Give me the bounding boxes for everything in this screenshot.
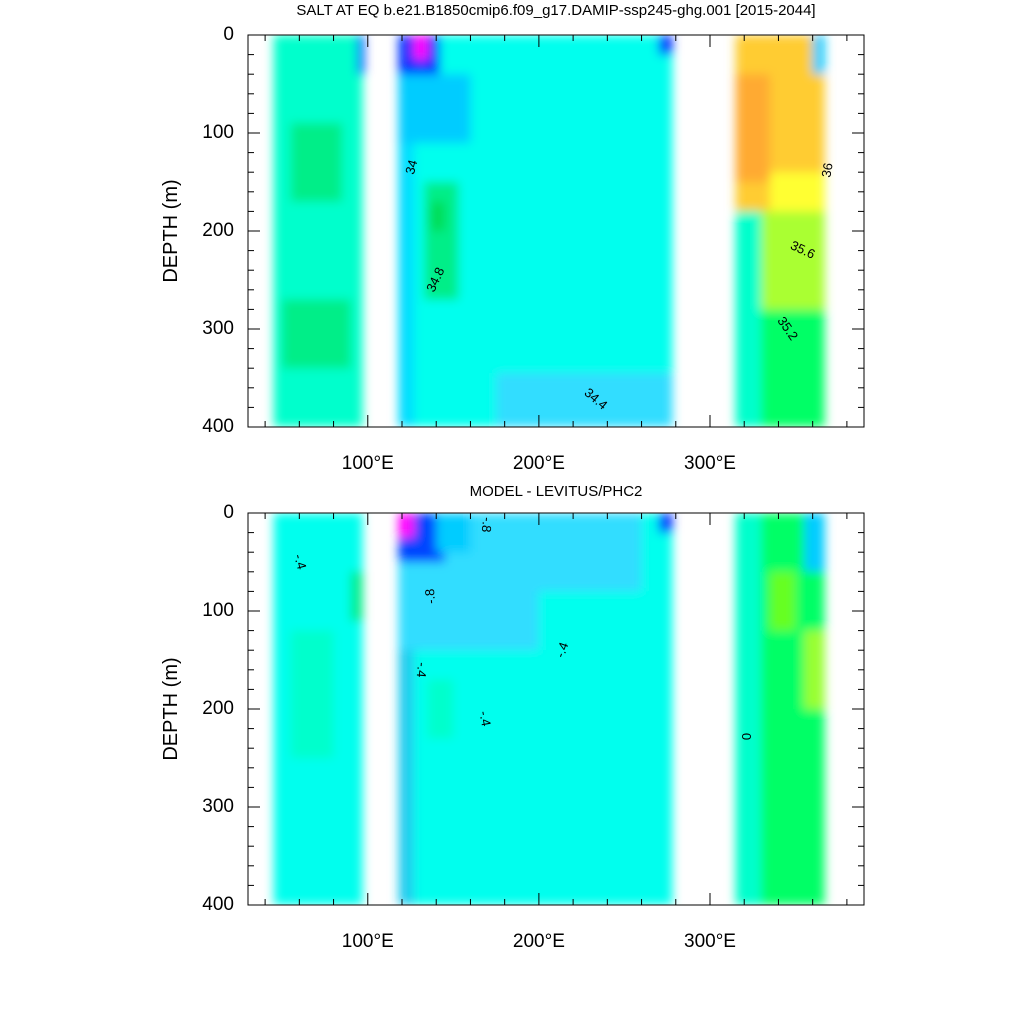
y-tick-label: 300 xyxy=(202,796,234,817)
contour-region-pacific-neg-tongue xyxy=(538,513,642,592)
contour-region-atlantic-near-zero xyxy=(735,513,762,905)
panel-salinity-difference: MODEL - LEVITUS/PHC2 -.4 -.8 -.8 -.4 -.4 -.4 0… xyxy=(160,483,865,952)
contour-label: -.4 xyxy=(291,552,309,571)
contour-label: -.8 xyxy=(479,517,495,533)
x-tick-label: 200°E xyxy=(513,453,565,474)
contour-label: -.4 xyxy=(414,662,430,678)
contour-region-atlantic-pos-strongest xyxy=(804,630,825,709)
chart-title: MODEL - LEVITUS/PHC2 xyxy=(470,483,643,500)
y-tick-label: 100 xyxy=(202,600,234,621)
y-axis-label: DEPTH (m) xyxy=(160,179,182,282)
x-tick-label: 200°E xyxy=(513,931,565,952)
contour-region-pacific-pos-patch xyxy=(427,679,454,739)
y-axis-label: DEPTH (m) xyxy=(160,657,182,760)
y-tick-label: 300 xyxy=(202,318,234,339)
y-tick-label: 200 xyxy=(202,698,234,719)
contour-region-indian-ocean-east-pos xyxy=(350,571,363,621)
contour-label: -.4 xyxy=(552,640,571,659)
panel-salinity: SALT AT EQ b.e21.B1850cmip6.f09_g17.DAMI… xyxy=(160,2,865,474)
contour-region-atlantic-west-fresh-edge xyxy=(735,211,762,427)
contour-region-pacific-east-neg xyxy=(658,513,673,533)
y-tick-label: 200 xyxy=(202,220,234,241)
contour-region-indian-ocean-deep-salty xyxy=(282,299,351,369)
contour-region-atlantic-saltiest-core xyxy=(735,74,770,182)
contour-region-atlantic-east-fresh-surface xyxy=(812,35,825,75)
contour-region-pacific-fresh-tongue xyxy=(398,74,471,143)
y-tick-label: 0 xyxy=(223,24,234,45)
contour-label: 34 xyxy=(402,158,420,176)
contour-label: -.4 xyxy=(476,710,493,728)
contour-region-pacific-neg-strongest xyxy=(398,513,414,538)
contour-region-atlantic-green-band xyxy=(761,211,825,310)
x-tick-label: 300°E xyxy=(684,931,736,952)
x-tick-label: 100°E xyxy=(342,453,394,474)
contour-region-indian-ocean-fresh-edge xyxy=(357,35,365,75)
contour-region-pacific-neg-mid xyxy=(436,513,471,553)
contour-region-atlantic-east-surface xyxy=(804,513,825,572)
contour-region-pacific-freshest-core xyxy=(413,35,428,60)
chart-title: SALT AT EQ b.e21.B1850cmip6.f09_g17.DAMI… xyxy=(296,2,815,19)
contour-region-atlantic-pos-strong xyxy=(769,571,796,631)
contour-label: 0 xyxy=(739,733,754,740)
contour-region-indian-ocean-pos-band xyxy=(290,630,334,758)
x-tick-label: 100°E xyxy=(342,931,394,952)
y-tick-label: 100 xyxy=(202,122,234,143)
x-tick-label: 300°E xyxy=(684,453,736,474)
contour-region-pacific-deep-fresh xyxy=(496,373,673,427)
y-tick-label: 400 xyxy=(202,416,234,437)
contour-label: -.8 xyxy=(422,588,438,604)
y-tick-label: 0 xyxy=(223,502,234,523)
contour-region-pacific-salty-peak xyxy=(431,201,445,231)
contour-region-pacific-east-fresh xyxy=(658,35,673,55)
contour-region-indian-ocean-salty-core xyxy=(290,123,343,202)
y-tick-label: 400 xyxy=(202,894,234,915)
contour-label: 36 xyxy=(818,162,835,179)
